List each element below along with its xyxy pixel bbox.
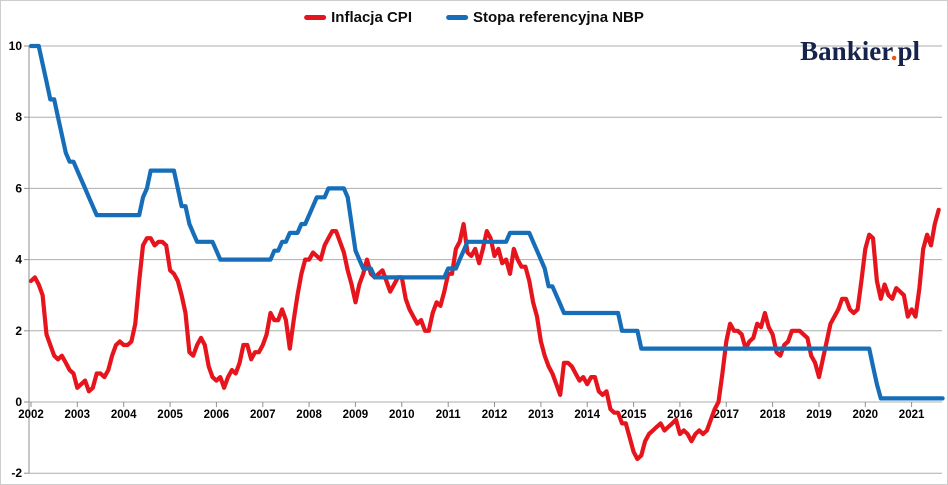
x-tick-label: 2012 [482, 409, 508, 421]
x-tick-label: 2017 [714, 409, 740, 421]
x-tick-label: 2007 [250, 409, 276, 421]
bankier-logo-dot: . [890, 36, 898, 66]
x-tick-label: 2006 [204, 409, 230, 421]
x-tick-label: 2009 [343, 409, 369, 421]
bankier-logo-text: Bankier [800, 36, 891, 66]
x-tick-label: 2011 [436, 409, 462, 421]
gridlines [29, 45, 942, 474]
y-tick-label: 2 [15, 324, 22, 338]
x-tick-label: 2020 [853, 409, 879, 421]
axes [24, 45, 913, 474]
bankier-logo-suffix: pl [897, 36, 920, 66]
cpi-inflation-line [28, 207, 941, 462]
x-tick-label: 2003 [65, 409, 91, 421]
nbp-line-marker-icon [445, 15, 468, 20]
x-tick-label: 2015 [621, 409, 647, 421]
x-tick-label: 2019 [806, 409, 832, 421]
legend-item-cpi: Inflacja CPI [304, 9, 412, 26]
x-tick-label: 2018 [760, 409, 786, 421]
chart-legend: Inflacja CPI Stopa referencyjna NBP [304, 9, 644, 26]
y-tick-label: 0 [15, 395, 22, 409]
y-tick-label: -2 [11, 466, 22, 480]
x-tick-label: 2014 [574, 409, 600, 421]
y-tick-label: 6 [15, 181, 22, 195]
x-tick-label: 2004 [111, 409, 137, 421]
x-tick-label: 2008 [296, 409, 322, 421]
x-tick-label: 2002 [18, 409, 44, 421]
x-tick-label: 2005 [157, 409, 183, 421]
cpi-line-marker-icon [304, 15, 327, 20]
y-tick-label: 8 [15, 110, 22, 124]
x-tick-label: 2010 [389, 409, 415, 421]
bankier-logo: Bankier.pl [800, 38, 920, 65]
x-tick-label: 2021 [899, 409, 925, 421]
x-tick-label: 2016 [667, 409, 693, 421]
y-tick-label: 4 [15, 253, 22, 267]
x-tick-label: 2013 [528, 409, 554, 421]
legend-item-nbp-rate: Stopa referencyjna NBP [445, 9, 644, 26]
x-axis-labels: 2002 2003 2004 2005 2006 2007 2008 2009 2010 2011… [18, 409, 925, 421]
y-axis-labels: 10 8 6 4 2 0 -2 [9, 39, 23, 480]
legend-label-nbp-rate: Stopa referencyjna NBP [472, 9, 644, 26]
y-tick-label: 10 [9, 39, 23, 53]
legend-label-cpi: Inflacja CPI [331, 9, 412, 26]
nbp-reference-rate-line [28, 43, 945, 401]
